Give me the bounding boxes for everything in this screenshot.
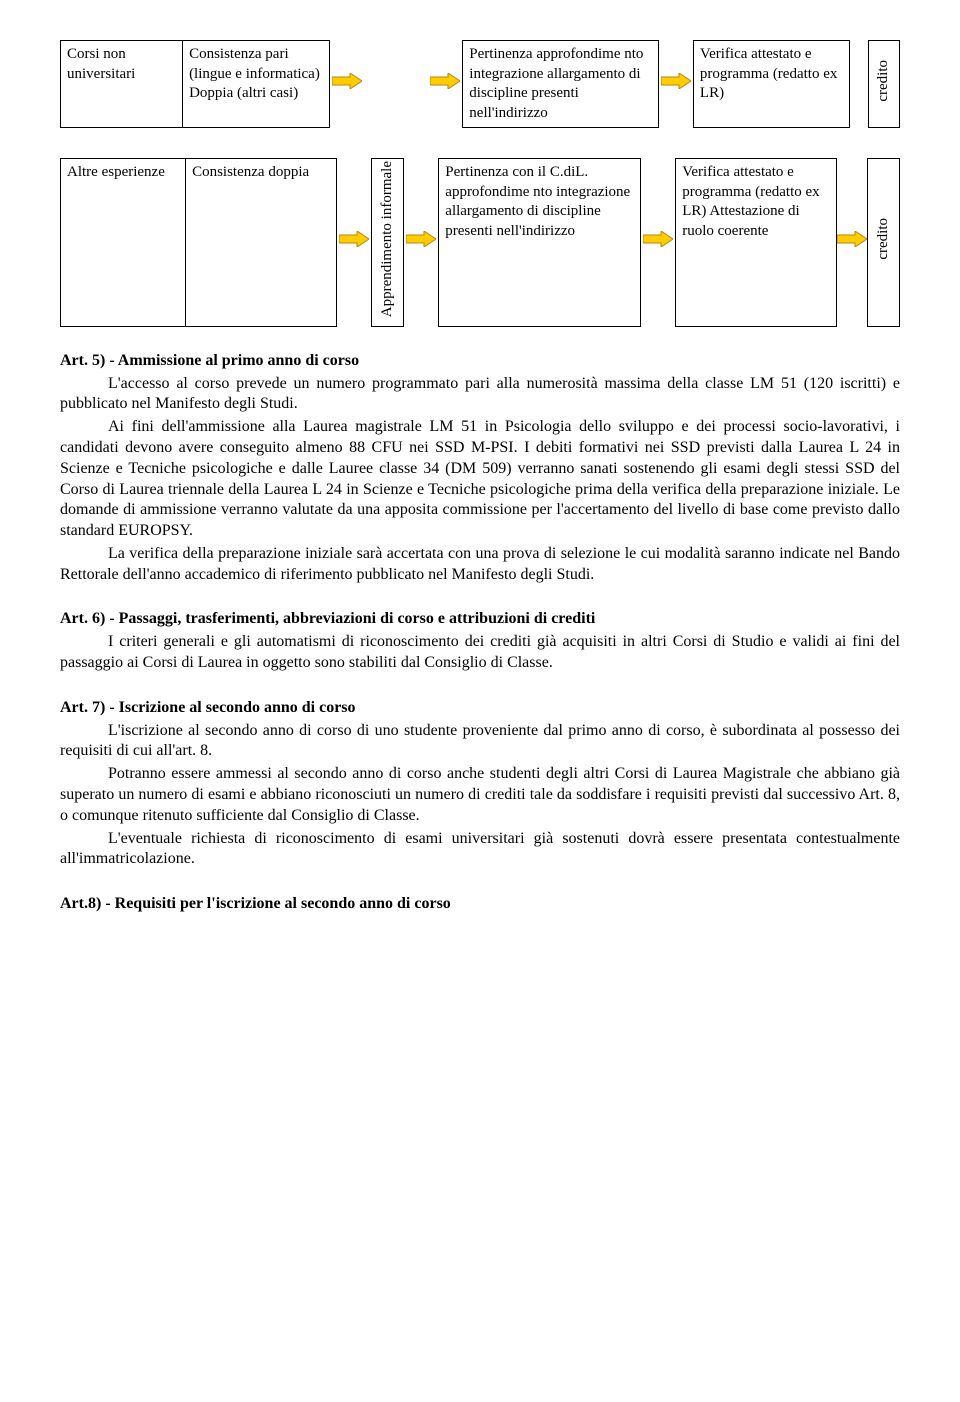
art5-heading: Art. 5) - Ammissione al primo anno di co… [60,352,359,369]
t1-arrow-3 [659,41,694,128]
flow-spacer [60,136,900,150]
t1-arrow-1 [329,41,363,128]
art8-heading: Art.8) - Requisiti per l'iscrizione al s… [60,895,451,912]
t1-col-f: Pertinenza approfondime nto integrazione… [463,41,659,128]
art8-section: Art.8) - Requisiti per l'iscrizione al s… [60,894,900,915]
t2-col-d: Apprendimento informale [372,159,404,327]
art6-p1: I criteri generali e gli automatismi di … [60,632,900,674]
art7-p2: Potranno essere ammessi al secondo anno … [60,764,900,826]
art5-p2: Ai fini dell'ammissione alla Laurea magi… [60,417,900,542]
art7-section: Art. 7) - Iscrizione al secondo anno di … [60,698,900,870]
flow-table-2: Altre esperienze Consistenza doppia Appr… [60,158,900,327]
t1-col-h: Verifica attestato e programma (redatto … [693,41,849,128]
t1-arrow-2 [428,41,462,128]
t2-arrow-4 [836,159,868,327]
art6-heading: Art. 6) - Passaggi, trasferimenti, abbre… [60,610,595,627]
t2-arrow-3 [640,159,676,327]
art5-p3: La verifica della preparazione iniziale … [60,544,900,586]
t1-credito: credito [869,41,900,128]
art7-p3: L'eventuale richiesta di riconoscimento … [60,829,900,871]
t2-col-f: Pertinenza con il C.diL. approfondime nt… [439,159,640,327]
t2-col-a: Altre esperienze [61,159,186,327]
art7-heading: Art. 7) - Iscrizione al secondo anno di … [60,699,356,716]
art6-section: Art. 6) - Passaggi, trasferimenti, abbre… [60,609,900,673]
t1-col-d [364,41,429,128]
t2-arrow-1 [336,159,372,327]
art5-p1: L'accesso al corso prevede un numero pro… [60,374,900,416]
art5-section: Art. 5) - Ammissione al primo anno di co… [60,351,900,586]
flow-table-1: Corsi non universitari Consistenza pari … [60,40,900,128]
t2-credito: credito [868,159,900,327]
t1-col-a: Corsi non universitari [61,41,183,128]
t2-col-b: Consistenza doppia [186,159,337,327]
t2-arrow-2 [403,159,439,327]
art7-p1: L'iscrizione al secondo anno di corso di… [60,721,900,763]
t2-col-h: Verifica attestato e programma (redatto … [676,159,837,327]
t1-col-b: Consistenza pari (lingue e informatica) … [183,41,330,128]
